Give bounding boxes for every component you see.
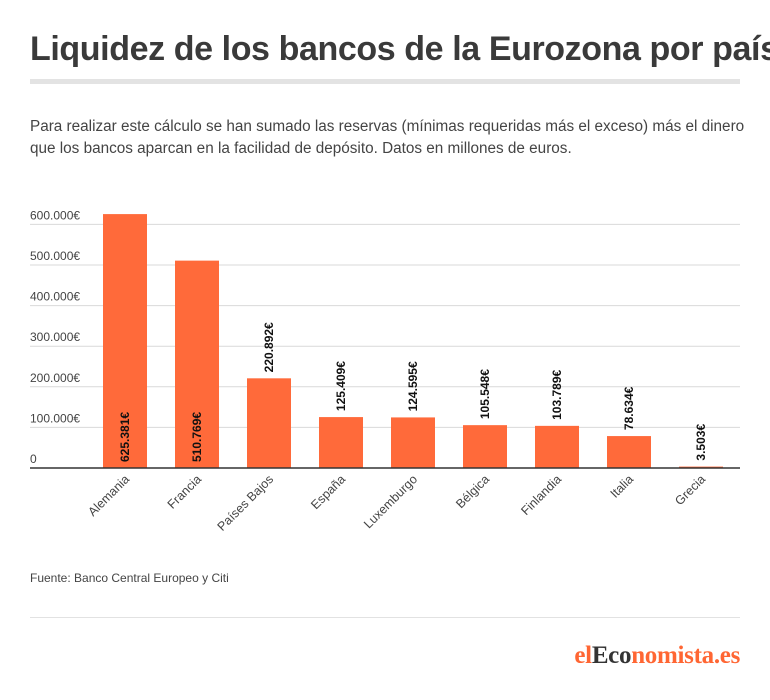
x-tick-label: Grecia [672,472,708,508]
value-label: 220.892€ [262,322,276,372]
x-tick-label: Francia [165,472,204,511]
chart-subtitle: Para realizar este cálculo se han sumado… [30,118,745,157]
bar [535,425,579,468]
y-tick-label: 400.000€ [30,290,80,304]
x-tick-label: Finlandia [518,472,564,518]
y-tick-label: 600.000€ [30,208,80,222]
brand-suffix: nomista.es [631,642,740,669]
footer-divider [30,617,740,618]
bar [103,214,147,468]
y-tick-label: 300.000€ [30,330,80,344]
bar [607,436,651,468]
bar [391,417,435,468]
brand-prefix: el [574,642,592,669]
value-label: 3.503€ [694,424,708,461]
value-label: 625.381€ [118,412,132,462]
bar [463,425,507,468]
value-label: 510.769€ [190,412,204,462]
bar [175,260,219,468]
y-tick-label: 500.000€ [30,249,80,263]
chart-title: Liquidez de los bancos de la Eurozona po… [30,30,770,68]
x-tick-label: España [308,472,348,512]
value-label: 103.789€ [550,369,564,419]
value-label: 78.634€ [622,386,636,430]
y-tick-label: 0 [30,452,37,466]
source-note: Fuente: Banco Central Europeo y Citi [30,571,229,585]
brand-logo: elEconomista.es [574,642,740,670]
x-tick-label: Países Bajos [215,472,276,533]
x-tick-label: Alemania [85,472,132,519]
bar-chart: 0 100.000€ 200.000€ 300.000€ 400.000€ 500.000… [30,208,740,534]
x-tick-label: Bélgica [453,472,492,511]
x-tick-label: Luxemburgo [361,472,420,531]
y-tick-label: 200.000€ [30,371,80,385]
brand-middle: Eco [591,642,632,669]
value-label: 105.548€ [478,369,492,419]
x-tick-label: Italia [608,472,637,501]
title-divider [30,79,740,84]
value-label: 124.595€ [406,361,420,411]
bar [319,417,363,468]
value-label: 125.409€ [334,361,348,411]
bar [247,378,291,468]
y-tick-label: 100.000€ [30,411,80,425]
